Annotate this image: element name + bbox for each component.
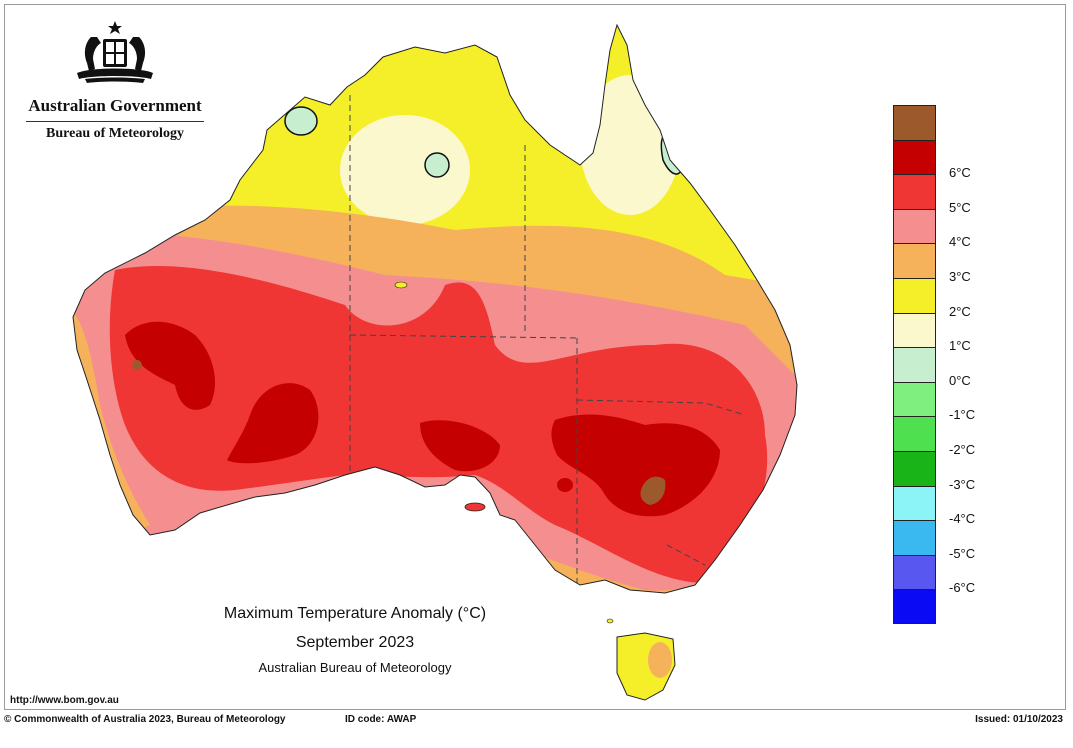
legend-swatch-1	[893, 139, 936, 175]
anomaly-map	[72, 23, 798, 701]
government-logo: Australian Government Bureau of Meteorol…	[15, 19, 215, 142]
legend-label: 5°C	[949, 199, 971, 215]
org-name-line2: Bureau of Meteorology	[46, 126, 184, 141]
bom-url-link[interactable]: http://www.bom.gov.au	[10, 695, 119, 706]
legend-swatch-6	[893, 312, 936, 348]
legend-swatch-10	[893, 451, 936, 486]
logo-divider	[26, 121, 204, 122]
legend-label: -6°C	[949, 580, 976, 596]
legend-swatch-5	[893, 278, 936, 313]
legend-swatch-3	[893, 208, 936, 244]
legend-swatch-14	[893, 589, 936, 624]
coat-of-arms-icon	[77, 21, 153, 83]
legend-label: -4°C	[949, 511, 976, 527]
id-code-text: ID code: AWAP	[345, 714, 417, 725]
issued-date-text: Issued: 01/10/2023	[975, 714, 1063, 725]
legend-swatch-13	[893, 554, 936, 590]
legend-swatch-11	[893, 485, 936, 521]
legend-label: -1°C	[949, 407, 976, 423]
org-name-line1: Australian Government	[28, 96, 202, 115]
legend-border	[893, 105, 936, 624]
legend-swatch-9	[893, 416, 936, 451]
legend-label: 0°C	[949, 372, 971, 388]
legend-swatch-8	[893, 381, 936, 417]
map-source: Australian Bureau of Meteorology	[258, 660, 452, 675]
legend-swatch-2	[893, 174, 936, 209]
map-title: Maximum Temperature Anomaly (°C)	[223, 605, 487, 622]
legend-label: 3°C	[949, 269, 971, 284]
legend-label: -5°C	[949, 545, 976, 561]
legend-swatch-0	[893, 105, 936, 140]
map-period: September 2023	[295, 634, 415, 651]
legend-label: 4°C	[949, 234, 971, 250]
copyright-text: © Commonwealth of Australia 2023, Bureau…	[4, 714, 286, 725]
legend-label: 1°C	[949, 338, 971, 354]
legend-label: -2°C	[949, 442, 976, 457]
legend-label: -3°C	[949, 476, 976, 492]
legend-label: 2°C	[949, 303, 971, 319]
legend-swatch-12	[893, 520, 936, 555]
legend-label: 6°C	[949, 165, 971, 181]
map-panel: Australian Government Bureau of Meteorol…	[4, 4, 1066, 710]
legend-swatch-4	[893, 243, 936, 278]
legend-swatch-7	[893, 347, 936, 382]
